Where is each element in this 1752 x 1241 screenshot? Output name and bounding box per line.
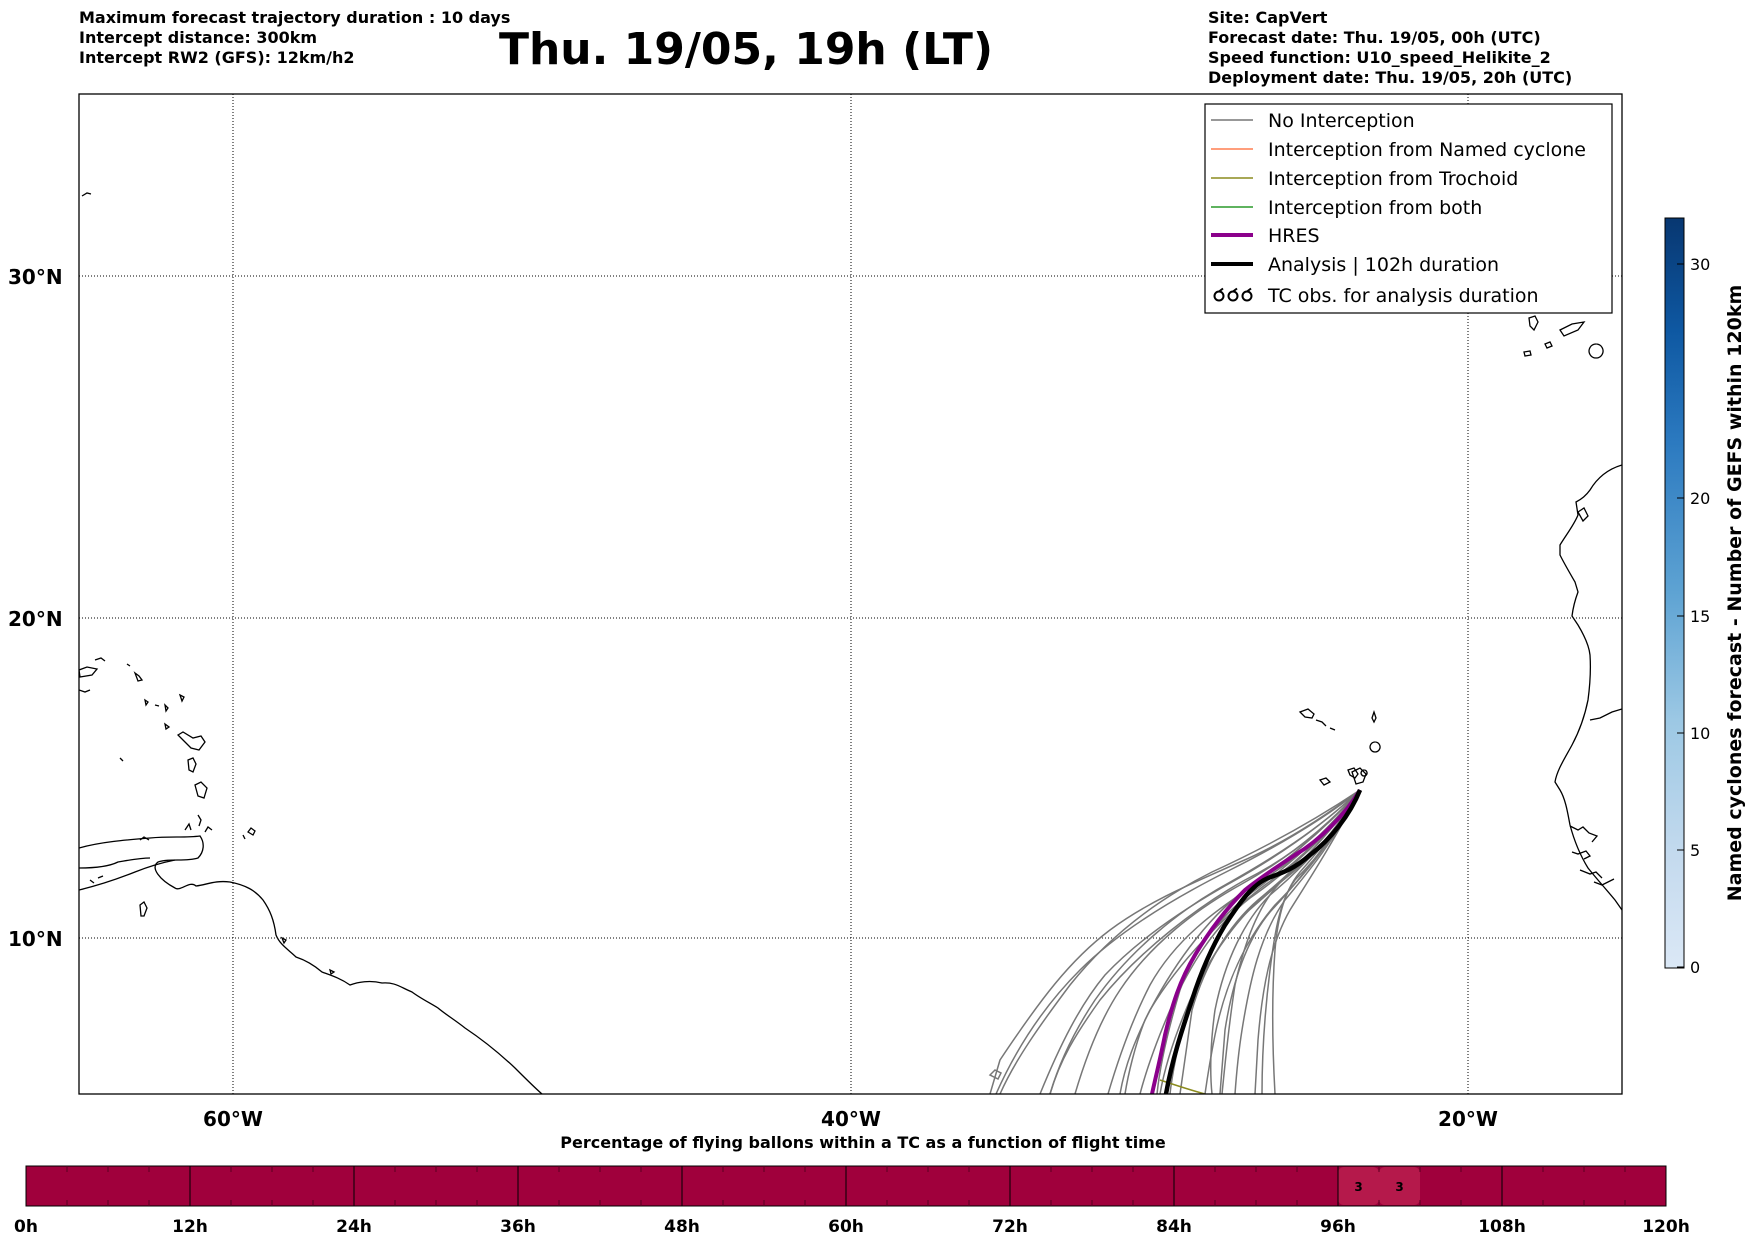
timebar-cell-label: 3 — [1395, 1180, 1403, 1194]
header-left: Maximum forecast trajectory duration : 1… — [79, 8, 510, 68]
map-grid — [79, 94, 1622, 1094]
map-frame — [78, 93, 1623, 1095]
map-legend: No Interception Interception from Named … — [1204, 103, 1613, 314]
legend-entry: Analysis | 102h duration — [1211, 254, 1499, 276]
timebar: Percentage of flying ballons within a TC… — [14, 1133, 1690, 1237]
legend-entry: No Interception — [1211, 110, 1415, 132]
legend-entry: Interception from Trochoid — [1211, 168, 1518, 190]
lat-labels: 30°N 20°N 10°N — [8, 265, 63, 951]
timebar-tick-label: 120h — [1642, 1217, 1690, 1237]
lon-label: 60°W — [203, 1107, 263, 1131]
colorbar-tick-label: 5 — [1690, 841, 1700, 860]
lon-label: 20°W — [1438, 1107, 1498, 1131]
page-title: Thu. 19/05, 19h (LT) — [498, 24, 994, 75]
timebar-highlight-cell — [1379, 1167, 1420, 1205]
timebar-tick-label: 96h — [1320, 1217, 1356, 1237]
timebar-title: Percentage of flying ballons within a TC… — [560, 1133, 1166, 1152]
timebar-tick-label: 12h — [172, 1217, 208, 1237]
lat-label: 30°N — [8, 265, 63, 289]
header-right-line-3: Speed function: U10_speed_Helikite_2 — [1208, 48, 1551, 67]
colorbar-ticks — [1677, 263, 1684, 968]
legend-label: No Interception — [1268, 110, 1415, 132]
timebar-tick-label: 72h — [992, 1217, 1028, 1237]
legend-label: Interception from Trochoid — [1268, 168, 1518, 190]
timebar-major-ticks — [25, 1166, 1667, 1206]
timebar-tick-label: 108h — [1478, 1217, 1526, 1237]
header-left-line-3: Intercept RW2 (GFS): 12km/h2 — [79, 48, 355, 67]
timebar-minor-ticks — [66, 1166, 1626, 1206]
legend-entry: Interception from both — [1211, 197, 1482, 219]
colorbar-tick-label: 20 — [1690, 489, 1710, 508]
coastline-canaries — [1523, 315, 1604, 359]
lon-labels: 60°W 40°W 20°W — [203, 1107, 1498, 1131]
header-right-line-2: Forecast date: Thu. 19/05, 00h (UTC) — [1208, 28, 1541, 47]
header-left-line-2: Intercept distance: 300km — [79, 28, 318, 47]
timebar-tick-label: 36h — [500, 1217, 536, 1237]
header-right-line-1: Site: CapVert — [1208, 8, 1328, 27]
map-content — [79, 192, 1622, 1094]
timebar-cell-label: 3 — [1354, 1180, 1362, 1194]
timebar-highlight-cell — [1338, 1167, 1379, 1205]
legend-label: Interception from both — [1268, 197, 1482, 219]
legend-entry: HRES — [1211, 225, 1320, 247]
legend-label: Analysis | 102h duration — [1268, 254, 1499, 276]
colorbar-tick-label: 0 — [1690, 958, 1700, 977]
timebar-tick-label: 84h — [1156, 1217, 1192, 1237]
map: 30°N 20°N 10°N 60°W 40°W 20°W No Interce… — [8, 93, 1623, 1131]
header-right-line-4: Deployment date: Thu. 19/05, 20h (UTC) — [1208, 68, 1573, 87]
coastline-caribbean — [79, 192, 256, 884]
timebar-tick-label: 48h — [664, 1217, 700, 1237]
release-site-marker — [1351, 767, 1367, 785]
analysis-trajectory — [1163, 789, 1363, 1094]
legend-label: TC obs. for analysis duration — [1267, 285, 1539, 307]
timebar-tick-labels: 0h 12h 24h 36h 48h 60h 72h 84h 96h 108h 120h — [14, 1217, 1690, 1237]
coastline-africa — [1554, 464, 1622, 911]
colorbar-tick-label: 15 — [1690, 607, 1710, 626]
colorbar-tick-label: 10 — [1690, 724, 1710, 743]
legend-label: Interception from Named cyclone — [1268, 139, 1586, 161]
trochoid-interception-trajectory — [1159, 1079, 1206, 1094]
tc-symbol-icon — [1213, 287, 1253, 302]
legend-entry: TC obs. for analysis duration — [1213, 285, 1539, 307]
header-left-line-1: Maximum forecast trajectory duration : 1… — [79, 8, 511, 27]
hres-trajectory — [1150, 788, 1362, 1094]
colorbar-tick-labels: 0 5 10 15 20 30 — [1690, 255, 1710, 977]
lat-label: 20°N — [8, 607, 63, 631]
coastline-south-america — [79, 826, 543, 1094]
lon-label: 40°W — [821, 1107, 881, 1131]
header-right: Site: CapVert Forecast date: Thu. 19/05,… — [1208, 8, 1572, 88]
timebar-tick-label: 60h — [828, 1217, 864, 1237]
colorbar: 0 5 10 15 20 30 Named cyclones forecast … — [1664, 217, 1746, 977]
timebar-highlight-cells — [1338, 1167, 1420, 1205]
timebar-tick-label: 24h — [336, 1217, 372, 1237]
colorbar-tick-label: 30 — [1690, 255, 1710, 274]
legend-label: HRES — [1268, 225, 1320, 247]
timebar-tick-label: 0h — [14, 1217, 38, 1237]
colorbar-label: Named cyclones forecast - Number of GEFS… — [1724, 285, 1746, 902]
lat-label: 10°N — [8, 927, 63, 951]
legend-entry: Interception from Named cyclone — [1211, 139, 1586, 161]
